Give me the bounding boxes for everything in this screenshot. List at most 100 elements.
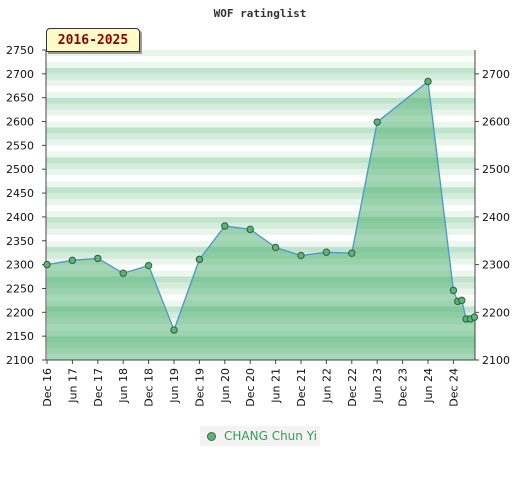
grid-band [46, 73, 475, 80]
y-left-tick-label: 2650 [6, 92, 34, 105]
data-point [470, 313, 479, 321]
y-left-tick-label: 2400 [6, 211, 34, 224]
y-left-tick-label: 2600 [6, 116, 34, 129]
period-label: 2016-2025 [57, 32, 129, 48]
data-point [43, 260, 51, 269]
grid-band [46, 270, 475, 277]
data-point [170, 326, 178, 334]
data-point [271, 243, 280, 252]
data-point [195, 255, 204, 264]
data-point [119, 269, 127, 277]
grid-band [46, 67, 475, 74]
data-points [43, 77, 479, 334]
grid-band [46, 348, 475, 355]
grid-band [46, 330, 475, 337]
background-bands [46, 50, 475, 360]
y-right-tick-label: 2200 [482, 306, 510, 319]
x-tick-label: Dec 21 [295, 368, 308, 407]
grid-band [46, 121, 475, 128]
grid-band [46, 91, 475, 98]
x-tick-label: Dec 18 [143, 368, 156, 407]
data-point [348, 249, 356, 257]
grid-band [46, 234, 475, 241]
y-right-tick-label: 2400 [482, 211, 510, 224]
grid-band [46, 133, 475, 140]
x-tick-label: Dec 23 [397, 368, 410, 407]
y-right-tick-label: 2300 [482, 259, 510, 272]
y-left-tick-label: 2250 [6, 282, 34, 295]
y-left-tick-label: 2200 [6, 306, 34, 319]
y-left-tick-label: 2550 [6, 139, 34, 152]
grid-band [46, 300, 475, 307]
grid-band [46, 312, 475, 319]
x-tick-label: Dec 16 [41, 368, 54, 407]
grid-band [46, 282, 475, 289]
grid-band [46, 199, 475, 205]
grid-band [46, 205, 475, 211]
grid-band [46, 264, 475, 271]
x-tick-label: Jun 20 [219, 368, 232, 404]
y-left-tick-label: 2150 [6, 330, 34, 343]
grid-band [46, 127, 475, 134]
x-tick-label: Jun 19 [168, 368, 181, 404]
grid-band [46, 103, 475, 110]
grid-band [46, 139, 475, 146]
x-tick-label: Dec 20 [244, 368, 257, 407]
grid-band [46, 193, 475, 200]
chart-title: WOF ratinglist [214, 7, 307, 20]
x-tick-label: Jun 21 [270, 368, 283, 404]
y-right-tick-label: 2100 [482, 354, 510, 367]
legend-marker-icon [207, 431, 216, 441]
y-left-tick-label: 2100 [6, 354, 34, 367]
grid-band [46, 157, 475, 164]
data-point [221, 222, 229, 230]
data-point [68, 256, 77, 265]
data-point [144, 261, 153, 270]
grid-band [46, 163, 475, 170]
data-point [94, 254, 102, 263]
grid-band [46, 240, 475, 247]
x-tick-label: Jun 18 [117, 368, 130, 404]
legend[interactable]: CHANG Chun Yi [200, 426, 320, 446]
grid-band [46, 246, 475, 253]
grid-band [46, 336, 475, 343]
grid-band [46, 252, 475, 259]
grid-band [46, 175, 475, 182]
series-area [47, 81, 475, 360]
grid-band [46, 151, 475, 158]
grid-band [46, 288, 475, 295]
x-tick-label: Dec 24 [447, 368, 460, 407]
period-badge: 2016-2025 [46, 28, 140, 52]
grid-band [46, 210, 475, 217]
grid-band [46, 318, 475, 325]
y-left-tick-label: 2350 [6, 235, 34, 248]
grid-band [46, 61, 475, 68]
grid-band [46, 50, 475, 56]
data-point [322, 248, 331, 256]
grid-band [46, 55, 475, 62]
y-left-tick-label: 2450 [6, 187, 34, 200]
grid-band [46, 145, 475, 152]
y-left-tick-label: 2300 [6, 259, 34, 272]
grid-band [46, 306, 475, 313]
grid-band [46, 228, 475, 235]
data-point [458, 296, 466, 305]
grid-band [46, 115, 475, 122]
grid-band [46, 354, 475, 360]
grid-band [46, 79, 475, 86]
grid-band [46, 97, 475, 104]
y-left-tick-label: 2700 [6, 68, 34, 81]
y-right-tick-label: 2700 [482, 68, 510, 81]
grid-band [46, 276, 475, 283]
x-tick-label: Jun 22 [320, 368, 333, 404]
grid-band [46, 324, 475, 331]
y-right-tick-label: 2600 [482, 116, 510, 129]
data-point [246, 225, 254, 234]
x-tick-label: Dec 17 [92, 368, 105, 407]
y-left-tick-label: 2500 [6, 163, 34, 176]
data-point [449, 286, 458, 295]
grid-band [46, 169, 475, 176]
grid-band [46, 342, 475, 349]
grid-band [46, 258, 475, 265]
